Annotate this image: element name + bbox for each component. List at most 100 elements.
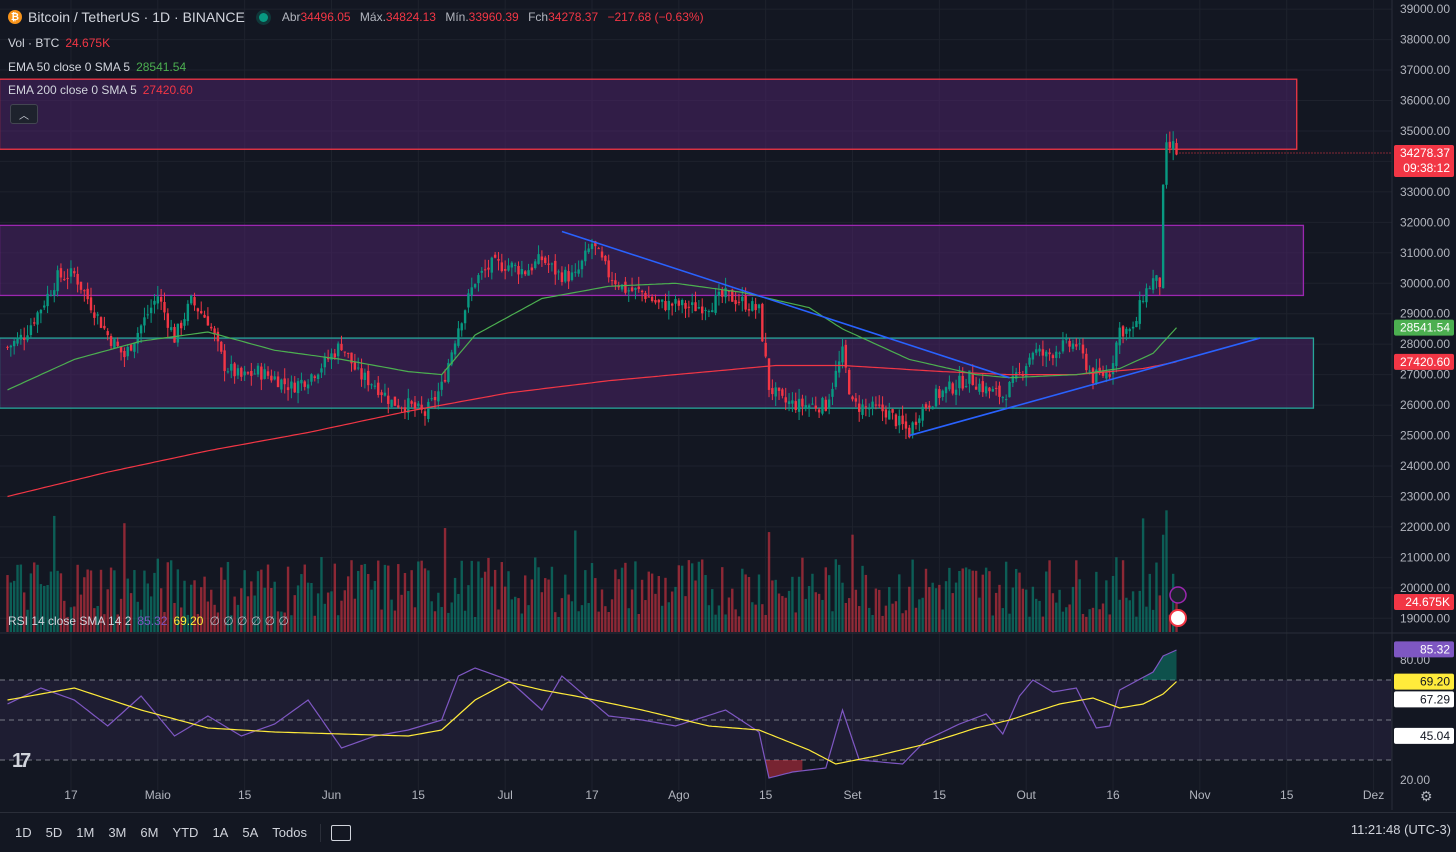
candle[interactable] [200,311,203,314]
candle[interactable] [179,322,183,329]
candle[interactable] [577,269,580,274]
candle[interactable] [19,334,23,340]
candle[interactable] [854,398,858,402]
candle[interactable] [961,375,964,389]
candle[interactable] [493,254,497,258]
candle[interactable] [540,256,544,261]
candle[interactable] [173,326,176,343]
candle[interactable] [624,281,627,293]
candle[interactable] [620,284,624,290]
candle[interactable] [313,376,316,378]
candle[interactable] [667,300,671,311]
candle[interactable] [1055,351,1058,358]
candle[interactable] [283,378,286,385]
candle[interactable] [373,385,377,387]
candle[interactable] [837,361,841,373]
ema50-legend[interactable]: EMA 50 close 0 SMA 5 28541.54 [8,60,186,74]
candle[interactable] [183,319,186,326]
candle[interactable] [954,389,958,395]
candle[interactable] [230,363,233,371]
candle[interactable] [1105,372,1108,379]
candle[interactable] [1051,355,1055,359]
candle[interactable] [594,241,597,247]
candle[interactable] [670,303,674,306]
candle[interactable] [430,398,433,400]
candle[interactable] [96,314,99,316]
candle[interactable] [991,389,994,392]
candle[interactable] [781,389,784,396]
candle[interactable] [587,248,590,253]
candle[interactable] [1025,366,1028,377]
candle[interactable] [286,387,290,391]
candle[interactable] [888,410,891,420]
candle[interactable] [293,382,296,393]
candle[interactable] [159,297,163,302]
candle[interactable] [473,284,477,288]
candle[interactable] [1078,343,1081,345]
candle[interactable] [817,409,821,413]
candle[interactable] [196,308,200,312]
candle[interactable] [76,273,79,285]
candle[interactable] [1118,327,1121,346]
candle[interactable] [89,297,93,311]
candle[interactable] [1095,369,1098,384]
candle[interactable] [1008,381,1011,398]
candle[interactable] [437,391,440,402]
candle[interactable] [864,406,868,408]
clock[interactable]: 11:21:48 (UTC-3) [1350,822,1451,837]
candle[interactable] [998,385,1001,397]
candle[interactable] [580,260,584,270]
candle[interactable] [534,261,537,269]
candle[interactable] [934,388,938,407]
candle[interactable] [567,271,570,282]
candle[interactable] [630,287,634,291]
candle[interactable] [129,344,133,351]
candle[interactable] [393,396,397,406]
candle[interactable] [370,384,373,386]
candle[interactable] [1111,363,1115,375]
candle[interactable] [1041,349,1045,356]
candle[interactable] [600,251,604,258]
candle[interactable] [1004,399,1008,401]
candle[interactable] [397,405,400,408]
ema200-line[interactable] [7,361,1177,498]
candle[interactable] [617,285,620,288]
candle[interactable] [467,293,470,308]
candle[interactable] [627,290,630,292]
candle[interactable] [113,339,116,349]
candle[interactable] [310,374,313,382]
candle[interactable] [1155,275,1158,281]
candle[interactable] [584,250,587,262]
candle[interactable] [741,296,744,302]
candle[interactable] [1061,340,1065,352]
candle[interactable] [420,404,423,410]
candle[interactable] [513,264,517,266]
candle[interactable] [1085,353,1088,371]
candle[interactable] [346,352,350,354]
candle[interactable] [266,371,270,376]
candle[interactable] [1115,342,1118,366]
candle[interactable] [640,290,644,293]
candle[interactable] [367,370,370,386]
candle[interactable] [884,409,888,418]
candle[interactable] [821,397,824,414]
candle[interactable] [290,381,293,389]
candle[interactable] [928,405,931,408]
candle[interactable] [1108,374,1111,377]
candle[interactable] [918,418,921,423]
candle[interactable] [447,362,450,382]
candle[interactable] [564,269,567,282]
candle[interactable] [771,388,774,395]
candle[interactable] [9,345,13,348]
candle[interactable] [687,306,691,308]
candle[interactable] [697,307,701,309]
volume-legend[interactable]: Vol · BTC 24.675K [8,36,110,50]
candle[interactable] [958,375,961,389]
candle[interactable] [243,371,246,376]
candle[interactable] [503,269,507,271]
candle[interactable] [1175,143,1178,155]
candle[interactable] [978,383,981,392]
candle[interactable] [139,325,143,334]
candle[interactable] [403,407,407,412]
candle[interactable] [276,376,280,388]
